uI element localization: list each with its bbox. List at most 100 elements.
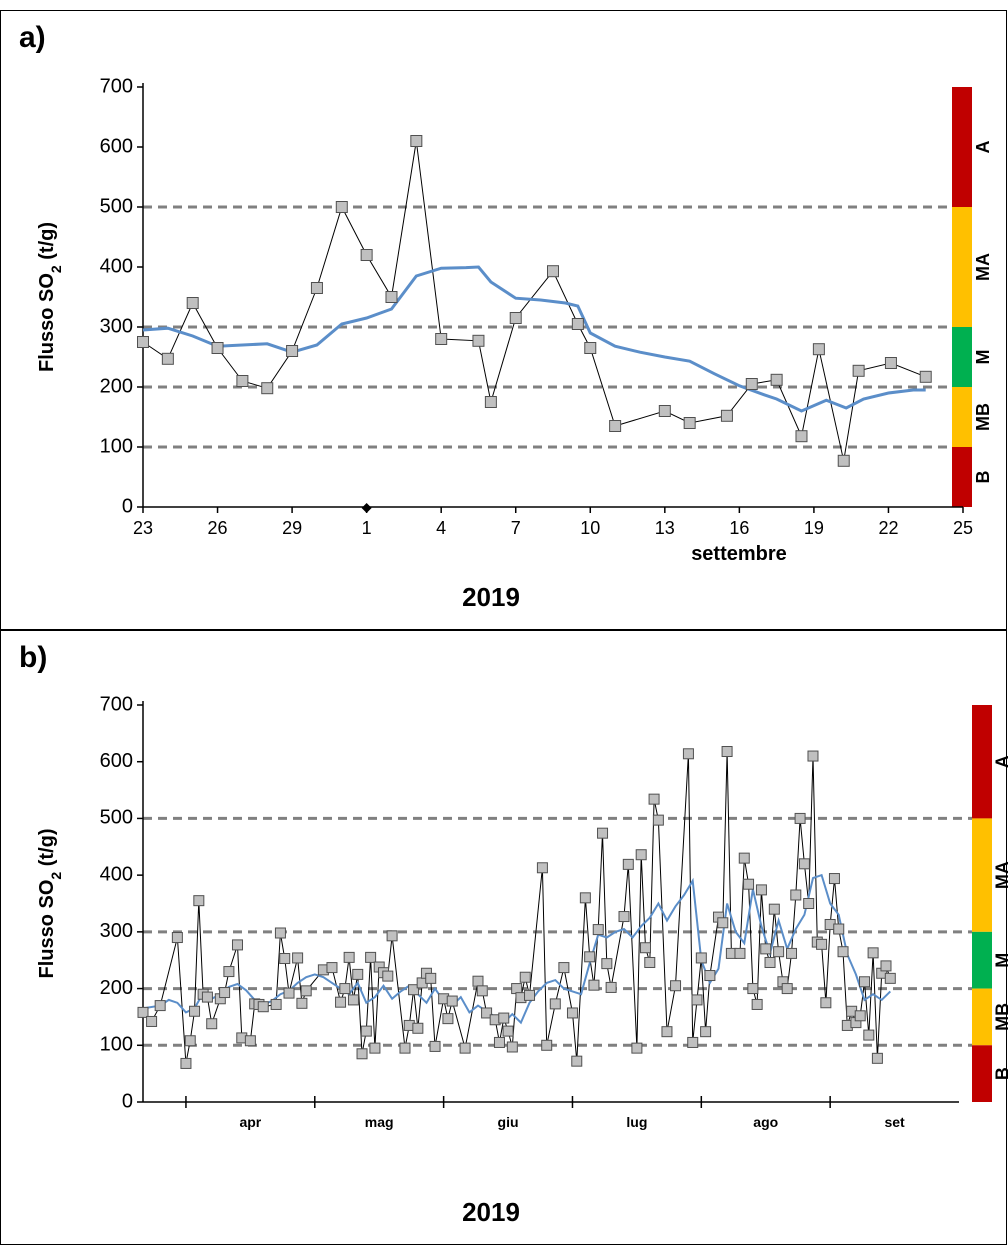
data-point	[700, 1026, 712, 1038]
data-point	[833, 923, 845, 935]
data-point	[609, 420, 622, 432]
y-tick-label: 500	[100, 807, 133, 829]
data-point	[541, 1039, 553, 1051]
data-point	[472, 334, 485, 347]
y-tick-label: 300	[100, 920, 133, 942]
data-point	[425, 972, 437, 984]
data-point	[588, 979, 600, 991]
data-point	[385, 291, 398, 303]
data-point	[584, 951, 596, 963]
data-point	[635, 849, 647, 861]
data-point	[751, 998, 763, 1010]
data-point	[747, 983, 759, 995]
data-point	[592, 924, 604, 936]
data-point	[859, 976, 871, 988]
band-label-mb: MB	[993, 1003, 1008, 1031]
data-point	[283, 987, 295, 999]
data-point	[622, 858, 634, 870]
x-tick-label: 22	[878, 518, 898, 538]
y-axis-label: Flusso SO2 (t/g)	[36, 222, 64, 372]
data-point	[670, 980, 682, 992]
data-point	[442, 1013, 454, 1025]
data-point	[631, 1042, 643, 1054]
band-mb	[972, 988, 992, 1046]
band-label-ma: MA	[973, 253, 993, 281]
band-a	[972, 705, 992, 819]
x-tick-label: 13	[655, 518, 675, 538]
data-point	[682, 748, 694, 760]
data-point	[193, 895, 205, 907]
data-point	[352, 968, 364, 980]
x-tick-label: 4	[436, 518, 446, 538]
data-point	[137, 1006, 149, 1018]
data-point	[683, 417, 696, 429]
month-label: set	[884, 1114, 905, 1130]
x-axis-label: settembre	[691, 543, 787, 565]
data-point	[219, 987, 231, 999]
band-m	[972, 931, 992, 989]
data-point	[871, 1052, 883, 1064]
data-point	[524, 989, 536, 1001]
band-label-a: A	[993, 755, 1008, 768]
data-point	[498, 1012, 510, 1024]
band-label-m: M	[993, 953, 1008, 968]
x-tick-label: 7	[511, 518, 521, 538]
data-point	[721, 746, 733, 758]
data-point	[137, 336, 149, 348]
y-tick-label: 300	[100, 315, 133, 337]
band-label-b: B	[973, 471, 993, 484]
year-label: 2019	[462, 1197, 520, 1227]
data-point	[687, 1036, 699, 1048]
data-point	[154, 1000, 166, 1012]
data-point	[807, 750, 819, 762]
data-point	[410, 135, 423, 147]
chart-a: A MA M MB B 0 100 200 300 400 500 600 700 23 26 29 1 4 7 10…	[36, 75, 993, 612]
data-point	[798, 858, 810, 870]
band-label-ma: MA	[993, 861, 1008, 889]
data-point	[795, 430, 808, 443]
data-point	[365, 951, 377, 963]
band-label-a: A	[973, 141, 993, 154]
data-point	[279, 953, 291, 965]
data-point	[257, 1001, 269, 1013]
y-tick-label: 100	[100, 435, 133, 457]
month-label: lug	[626, 1114, 647, 1130]
x-tick-label: 29	[282, 518, 302, 538]
data-point	[745, 378, 758, 390]
data-point	[300, 985, 312, 997]
month-label: apr	[239, 1114, 261, 1130]
y-tick-label: 0	[122, 1090, 133, 1112]
band-mb	[952, 387, 972, 447]
data-point	[356, 1048, 368, 1060]
month-label: giu	[498, 1114, 519, 1130]
data-point	[597, 827, 609, 839]
data-point	[837, 946, 849, 958]
data-point	[502, 1025, 514, 1037]
band-label-m: M	[973, 350, 993, 365]
diamond-marker	[361, 503, 372, 513]
data-point	[738, 852, 750, 864]
x-tick-label: 19	[804, 518, 824, 538]
data-point	[566, 1007, 578, 1019]
data-point	[764, 956, 776, 968]
data-point	[781, 983, 793, 995]
y-tick-label: 200	[100, 977, 133, 999]
data-point	[828, 873, 840, 885]
band-ma	[972, 818, 992, 932]
data-point	[244, 1035, 256, 1047]
y-tick-label: 100	[100, 1034, 133, 1056]
data-point	[382, 970, 394, 982]
x-tick-label: 16	[729, 518, 749, 538]
data-point	[884, 357, 897, 369]
panel-a: a) A MA M MB B 0 100 200 300 400 500 600 700 23 26 29 1 4…	[0, 10, 1007, 630]
data-point	[579, 892, 591, 904]
band-ma	[952, 207, 972, 327]
data-point	[231, 939, 243, 951]
y-tick-label: 600	[100, 135, 133, 157]
data-point	[408, 984, 420, 996]
band-a	[952, 87, 972, 207]
data-point	[812, 343, 825, 356]
y-tick-label: 600	[100, 750, 133, 772]
data-point	[734, 947, 746, 959]
data-point	[399, 1042, 411, 1054]
